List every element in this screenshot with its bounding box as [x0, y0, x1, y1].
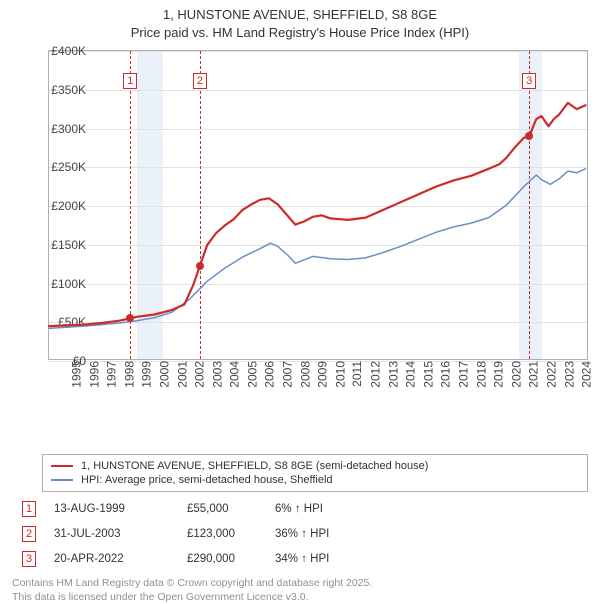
sale-id-box: 1	[22, 501, 36, 517]
sale-date: 31-JUL-2003	[54, 528, 169, 540]
x-tick-label: 2017	[457, 361, 471, 388]
x-tick-label: 1995	[70, 361, 84, 388]
sale-price: £123,000	[187, 528, 257, 540]
x-tick-label: 2018	[474, 361, 488, 388]
sale-vs-hpi: 6% ↑ HPI	[275, 503, 385, 515]
x-tick-label: 1996	[87, 361, 101, 388]
legend-item: 1, HUNSTONE AVENUE, SHEFFIELD, S8 8GE (s…	[51, 459, 579, 473]
legend-item: HPI: Average price, semi-detached house,…	[51, 473, 579, 487]
x-tick-label: 2022	[545, 361, 559, 388]
sale-price: £290,000	[187, 553, 257, 565]
legend: 1, HUNSTONE AVENUE, SHEFFIELD, S8 8GE (s…	[42, 454, 588, 492]
sales-table: 1 13-AUG-1999 £55,000 6% ↑ HPI 2 31-JUL-2003 £…	[22, 498, 588, 573]
sale-marker-dot	[196, 262, 204, 270]
sale-row: 1 13-AUG-1999 £55,000 6% ↑ HPI	[22, 498, 588, 523]
legend-label: 1, HUNSTONE AVENUE, SHEFFIELD, S8 8GE (s…	[81, 460, 428, 472]
legend-swatch	[51, 465, 73, 467]
sale-row: 3 20-APR-2022 £290,000 34% ↑ HPI	[22, 548, 588, 573]
x-tick-label: 2008	[298, 361, 312, 388]
x-tick-label: 2012	[369, 361, 383, 388]
x-tick-label: 2003	[210, 361, 224, 388]
x-tick-label: 2015	[421, 361, 435, 388]
sale-date: 13-AUG-1999	[54, 503, 169, 515]
x-tick-label: 2019	[492, 361, 506, 388]
plot-area: £0£50K£100K£150K£200K£250K£300K£350K£400…	[48, 50, 588, 360]
x-tick-label: 2001	[175, 361, 189, 388]
x-tick-label: 2021	[527, 361, 541, 388]
series-line-price_paid	[49, 103, 586, 326]
sale-vs-hpi: 34% ↑ HPI	[275, 553, 385, 565]
x-tick-label: 2024	[580, 361, 594, 388]
sale-date: 20-APR-2022	[54, 553, 169, 565]
footer-line-1: Contains HM Land Registry data © Crown c…	[12, 577, 588, 591]
sale-marker-dot	[525, 132, 533, 140]
legend-label: HPI: Average price, semi-detached house,…	[81, 474, 333, 486]
legend-swatch	[51, 479, 73, 481]
x-tick-label: 2011	[350, 361, 364, 387]
chart-title-block: 1, HUNSTONE AVENUE, SHEFFIELD, S8 8GE Pr…	[0, 0, 600, 45]
x-tick-label: 2020	[509, 361, 523, 388]
x-tick-label: 2016	[439, 361, 453, 388]
x-tick-label: 2007	[281, 361, 295, 388]
footer-line-2: This data is licensed under the Open Gov…	[12, 591, 588, 604]
sale-id-box: 2	[22, 526, 36, 542]
x-tick-label: 2014	[404, 361, 418, 388]
footer-attribution: Contains HM Land Registry data © Crown c…	[12, 577, 588, 604]
x-tick-label: 2009	[316, 361, 330, 388]
sale-marker-dot	[126, 314, 134, 322]
x-tick-label: 1997	[105, 361, 119, 388]
title-line-2: Price paid vs. HM Land Registry's House …	[8, 24, 592, 42]
x-tick-label: 2000	[158, 361, 172, 388]
x-tick-label: 1998	[122, 361, 136, 388]
sale-price: £55,000	[187, 503, 257, 515]
x-tick-label: 2013	[386, 361, 400, 388]
title-line-1: 1, HUNSTONE AVENUE, SHEFFIELD, S8 8GE	[8, 6, 592, 24]
series-line-hpi	[49, 169, 586, 329]
sale-id-box: 3	[22, 551, 36, 567]
sale-vs-hpi: 36% ↑ HPI	[275, 528, 385, 540]
x-tick-label: 2004	[228, 361, 242, 388]
x-tick-label: 2005	[246, 361, 260, 388]
x-tick-label: 1999	[140, 361, 154, 388]
x-tick-label: 2023	[562, 361, 576, 388]
x-tick-label: 2010	[334, 361, 348, 388]
x-tick-label: 2006	[263, 361, 277, 388]
chart-area: £0£50K£100K£150K£200K£250K£300K£350K£400…	[8, 45, 593, 410]
sale-row: 2 31-JUL-2003 £123,000 36% ↑ HPI	[22, 523, 588, 548]
x-tick-label: 2002	[193, 361, 207, 388]
